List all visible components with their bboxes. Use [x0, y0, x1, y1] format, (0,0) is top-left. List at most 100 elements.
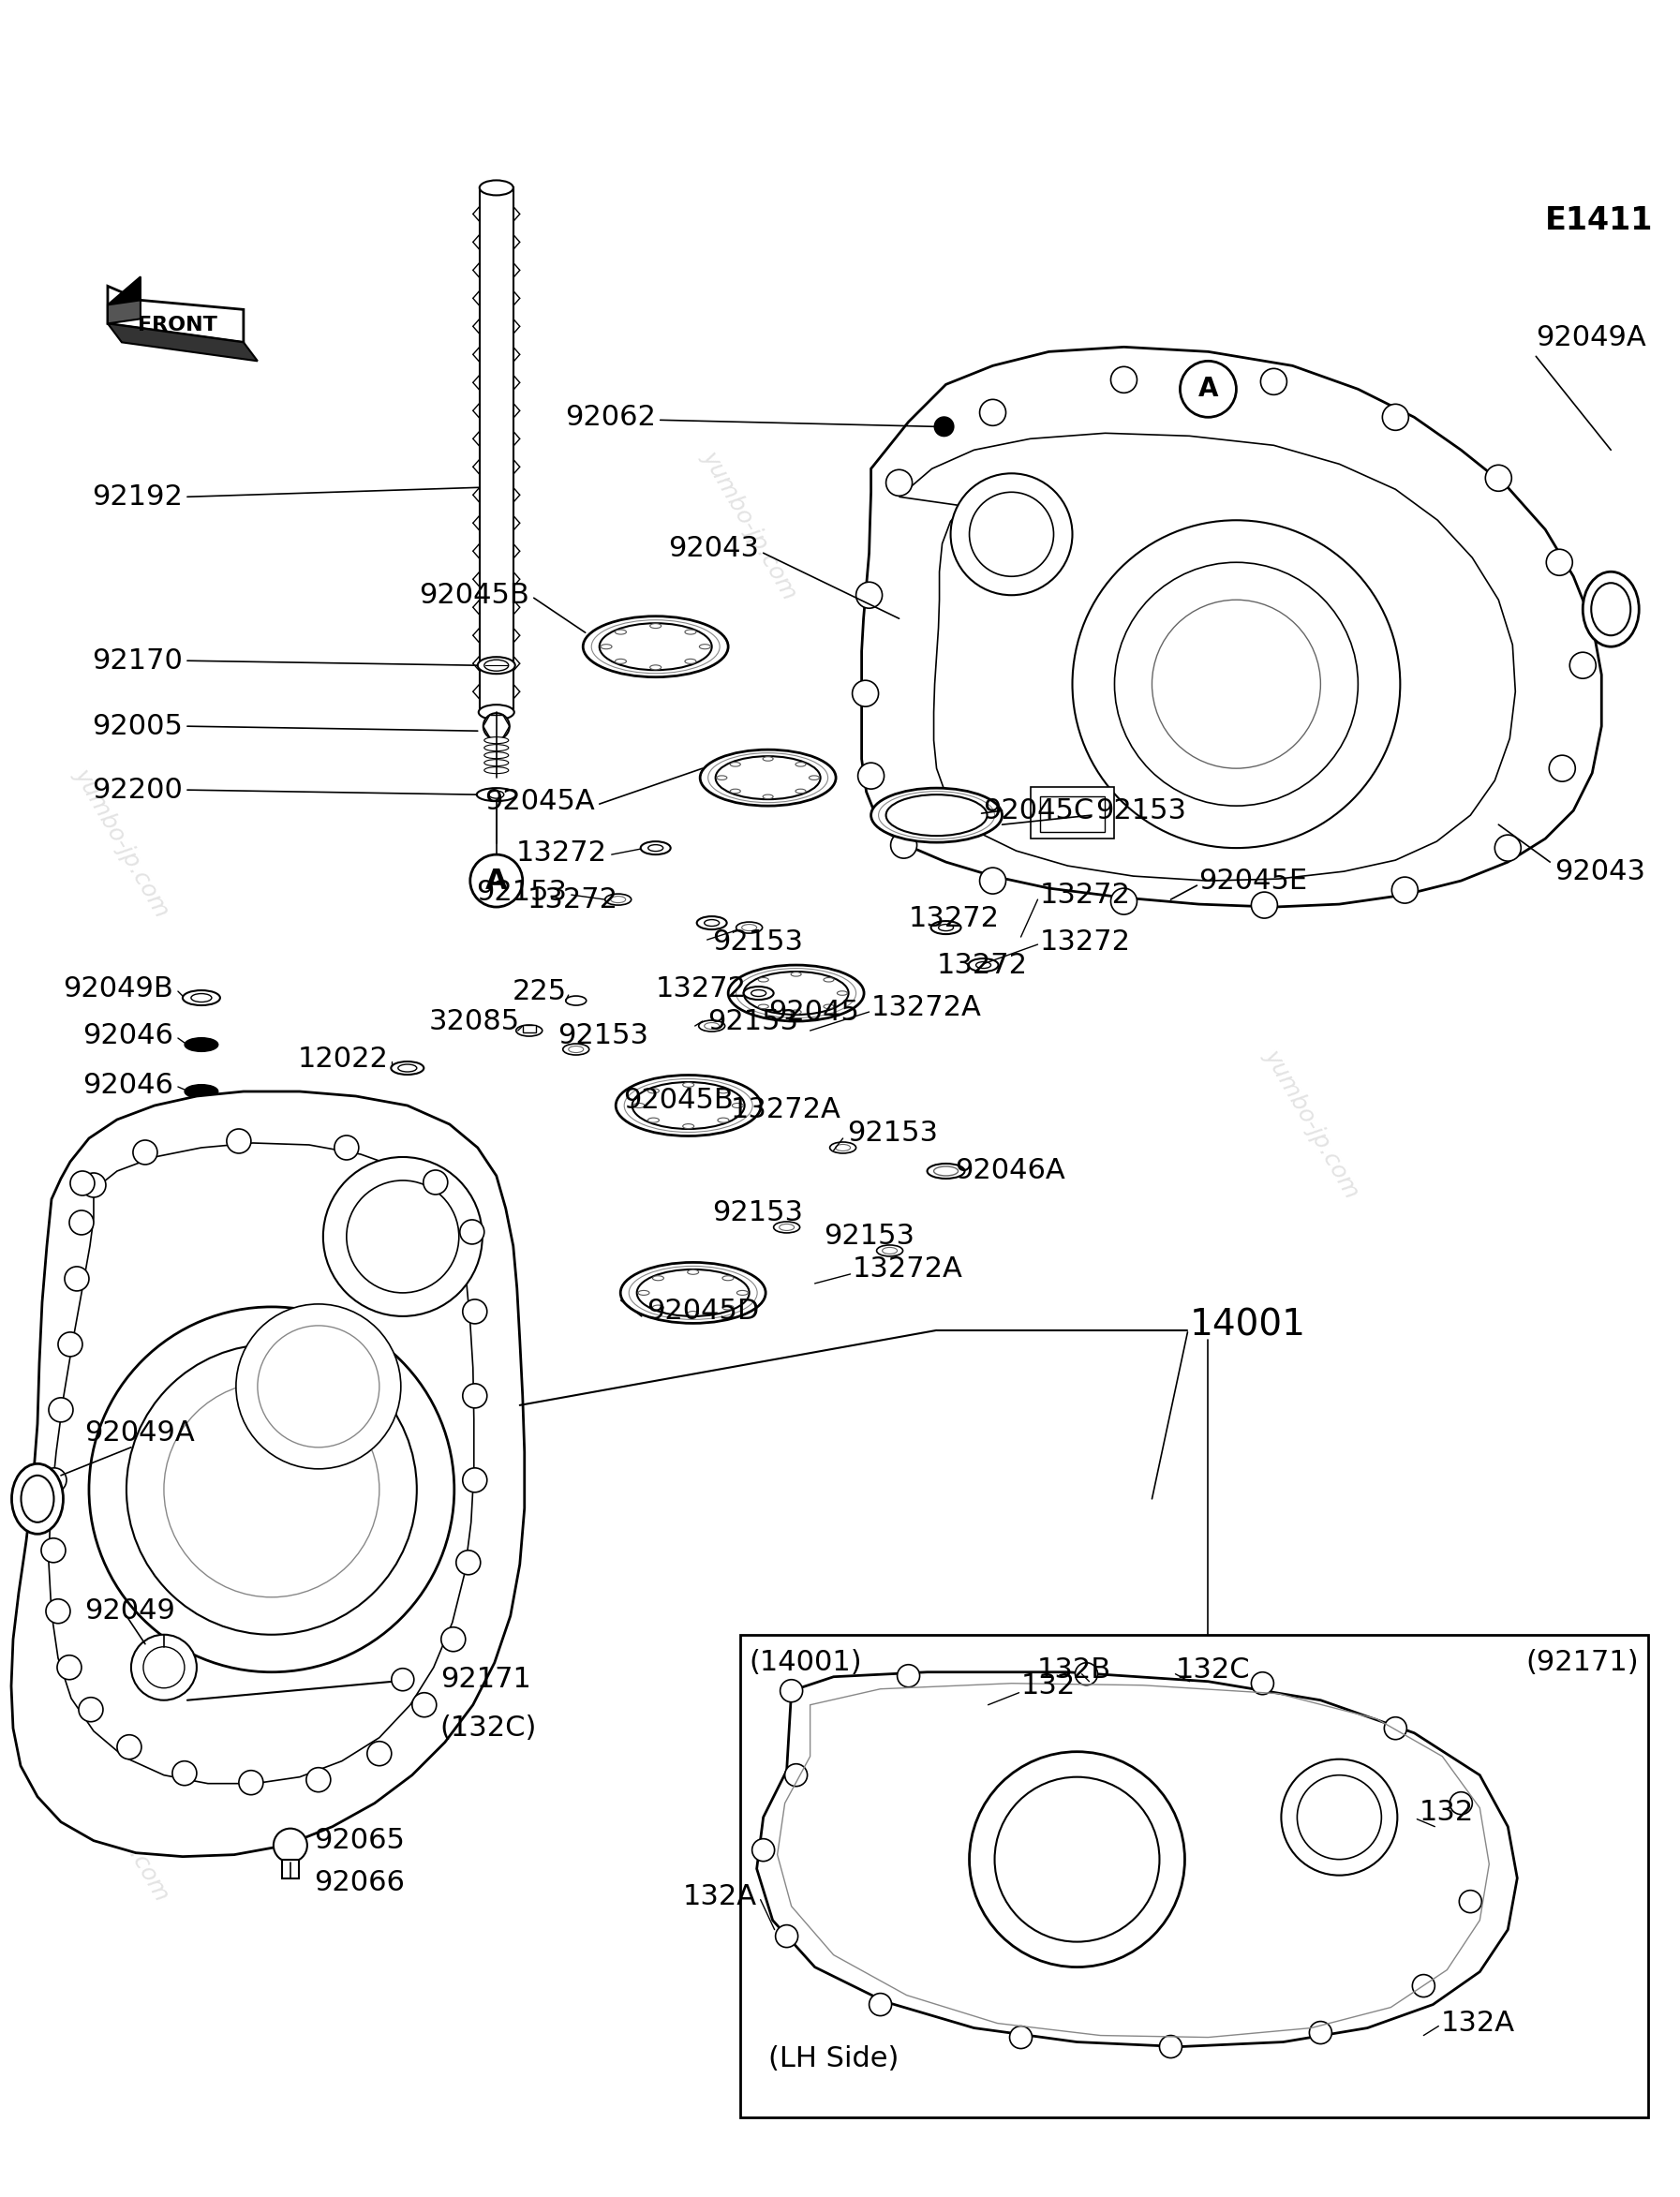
Ellipse shape: [773, 1222, 800, 1233]
Ellipse shape: [620, 1263, 766, 1323]
Circle shape: [1309, 2021, 1332, 2043]
Ellipse shape: [704, 1022, 719, 1028]
Circle shape: [858, 762, 884, 789]
Ellipse shape: [12, 1463, 64, 1534]
Ellipse shape: [477, 657, 516, 674]
Circle shape: [1252, 892, 1277, 918]
Text: 92153: 92153: [707, 1008, 798, 1035]
Circle shape: [42, 1468, 67, 1492]
Ellipse shape: [685, 659, 696, 663]
Text: 13272: 13272: [936, 951, 1028, 978]
Text: A: A: [1198, 376, 1218, 402]
Circle shape: [227, 1129, 250, 1153]
Ellipse shape: [743, 925, 756, 932]
Circle shape: [165, 1382, 380, 1597]
Ellipse shape: [484, 736, 509, 743]
Text: 92192: 92192: [92, 483, 183, 510]
Text: 92049A: 92049A: [1536, 323, 1646, 352]
Text: 92045: 92045: [768, 997, 858, 1026]
Ellipse shape: [697, 916, 727, 929]
Text: 92046A: 92046A: [956, 1158, 1065, 1184]
Circle shape: [368, 1742, 391, 1766]
Ellipse shape: [744, 971, 848, 1015]
Polygon shape: [756, 1672, 1517, 2048]
Ellipse shape: [615, 659, 627, 663]
Circle shape: [1010, 2026, 1032, 2048]
Text: 92045B: 92045B: [418, 582, 529, 609]
Ellipse shape: [633, 1103, 645, 1107]
Circle shape: [1152, 600, 1320, 769]
Ellipse shape: [516, 1026, 543, 1037]
Ellipse shape: [601, 644, 612, 648]
Text: yumbo-jp.com: yumbo-jp.com: [71, 1281, 173, 1437]
Text: 13272: 13272: [655, 975, 746, 1002]
Text: FRONT: FRONT: [138, 316, 218, 334]
Text: 92045E: 92045E: [1200, 868, 1307, 894]
Text: 14001: 14001: [1189, 1307, 1305, 1342]
Ellipse shape: [835, 1145, 850, 1151]
Ellipse shape: [193, 1088, 210, 1094]
Text: 13272: 13272: [516, 839, 606, 866]
Ellipse shape: [22, 1476, 54, 1523]
Ellipse shape: [727, 964, 864, 1022]
Ellipse shape: [731, 789, 741, 793]
Text: 132A: 132A: [1440, 2010, 1515, 2037]
Text: yumbo-jp.com: yumbo-jp.com: [71, 765, 173, 923]
Circle shape: [334, 1136, 360, 1160]
Ellipse shape: [650, 624, 662, 628]
Ellipse shape: [563, 1044, 590, 1055]
Circle shape: [173, 1762, 197, 1786]
Circle shape: [1391, 877, 1418, 903]
Ellipse shape: [722, 1276, 734, 1281]
Ellipse shape: [632, 1083, 744, 1129]
Circle shape: [776, 1925, 798, 1947]
Circle shape: [979, 868, 1006, 894]
Ellipse shape: [731, 762, 741, 767]
Ellipse shape: [391, 1061, 423, 1074]
Ellipse shape: [701, 749, 837, 806]
Ellipse shape: [704, 921, 719, 927]
Circle shape: [1110, 367, 1137, 393]
Circle shape: [45, 1599, 71, 1624]
Text: 92046: 92046: [82, 1022, 173, 1048]
Circle shape: [951, 472, 1072, 595]
Circle shape: [42, 1538, 66, 1562]
Ellipse shape: [682, 1125, 694, 1129]
Text: 132B: 132B: [1037, 1657, 1110, 1683]
Circle shape: [1297, 1775, 1381, 1859]
Circle shape: [118, 1736, 141, 1760]
Ellipse shape: [183, 991, 220, 1006]
Bar: [522, 1026, 536, 1033]
Ellipse shape: [637, 1270, 749, 1316]
Ellipse shape: [716, 756, 820, 800]
Circle shape: [1384, 1718, 1406, 1740]
Circle shape: [934, 417, 954, 435]
Circle shape: [1485, 466, 1512, 492]
Text: 92153: 92153: [825, 1224, 916, 1250]
Ellipse shape: [484, 767, 509, 773]
Ellipse shape: [736, 923, 763, 934]
Circle shape: [323, 1158, 482, 1316]
Ellipse shape: [185, 1039, 218, 1050]
Circle shape: [785, 1764, 808, 1786]
Circle shape: [969, 492, 1053, 576]
Ellipse shape: [687, 1270, 699, 1274]
Ellipse shape: [927, 1164, 964, 1178]
Ellipse shape: [484, 745, 509, 751]
Circle shape: [143, 1648, 185, 1687]
Ellipse shape: [652, 1276, 664, 1281]
Ellipse shape: [685, 631, 696, 635]
Ellipse shape: [830, 1142, 857, 1153]
Circle shape: [1114, 562, 1357, 806]
Text: yumbo-jp.com: yumbo-jp.com: [1260, 483, 1362, 642]
Text: 92049: 92049: [84, 1597, 175, 1626]
Circle shape: [239, 1771, 264, 1795]
Ellipse shape: [791, 1011, 801, 1015]
Ellipse shape: [823, 978, 833, 982]
Ellipse shape: [763, 756, 773, 760]
Ellipse shape: [877, 1246, 902, 1257]
Circle shape: [1072, 521, 1399, 848]
Text: 92171: 92171: [440, 1665, 531, 1694]
Circle shape: [857, 582, 882, 609]
Ellipse shape: [192, 993, 212, 1002]
